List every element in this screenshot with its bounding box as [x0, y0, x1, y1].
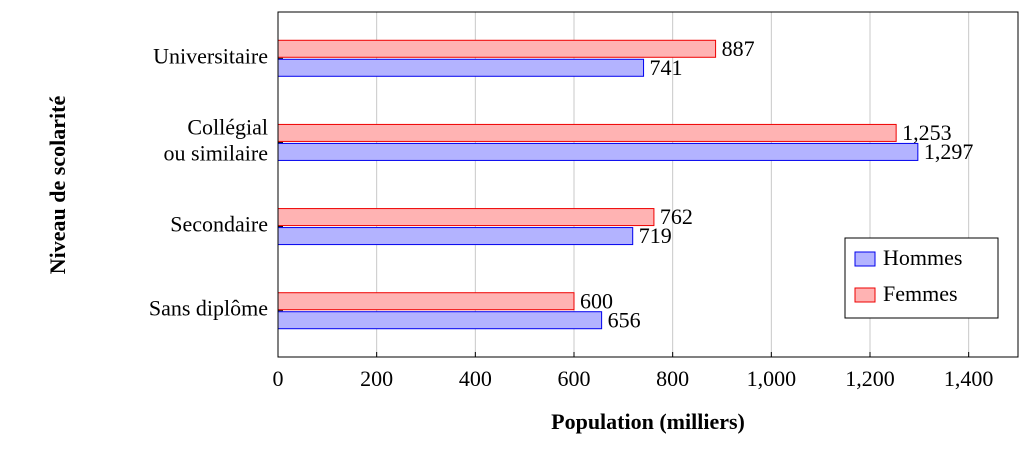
bar [277, 123, 897, 142]
x-tick-label: 1,000 [747, 366, 797, 391]
value-label: 887 [722, 36, 755, 61]
y-axis-label: Niveau de scolarité [45, 96, 70, 275]
legend-swatch [854, 287, 876, 303]
x-tick-label: 800 [656, 366, 689, 391]
y-tick-label-line: Sans diplôme [149, 296, 268, 321]
x-tick-label: 1,200 [845, 366, 895, 391]
x-tick-label: 400 [459, 366, 492, 391]
x-tick-label: 200 [360, 366, 393, 391]
bar [277, 39, 717, 58]
y-tick-label-line: Secondaire [170, 212, 268, 237]
y-tick-label-line: Collégial [187, 114, 268, 139]
bar [277, 58, 645, 77]
y-tick-label: Secondaire [170, 212, 268, 237]
y-tick-label: Collégial ou similaire [164, 114, 268, 165]
x-tick-label: 1,400 [944, 366, 994, 391]
value-label: 762 [660, 204, 693, 229]
bar [277, 142, 919, 161]
bar [277, 208, 655, 227]
legend-label: Femmes [883, 281, 958, 306]
legend-swatch [854, 251, 876, 267]
bar [277, 227, 634, 246]
bar [277, 311, 603, 330]
x-tick-label: 0 [273, 366, 284, 391]
y-tick-label: Sans diplôme [149, 296, 268, 321]
legend-box [844, 237, 999, 319]
value-label: 1,253 [902, 120, 952, 145]
legend-label: Hommes [883, 245, 962, 270]
x-axis-label: Population (milliers) [551, 409, 745, 434]
value-label: 600 [580, 288, 613, 313]
plot-frame [277, 11, 1019, 358]
value-label: 741 [650, 55, 683, 80]
value-label: 656 [608, 307, 641, 332]
y-tick-label: Universitaire [153, 43, 268, 68]
value-label: 719 [639, 223, 672, 248]
bar [277, 292, 575, 311]
y-tick-label-line: Universitaire [153, 43, 268, 68]
x-tick-label: 600 [558, 366, 591, 391]
value-label: 1,297 [924, 139, 974, 164]
y-tick-label-line: ou similaire [164, 140, 268, 165]
